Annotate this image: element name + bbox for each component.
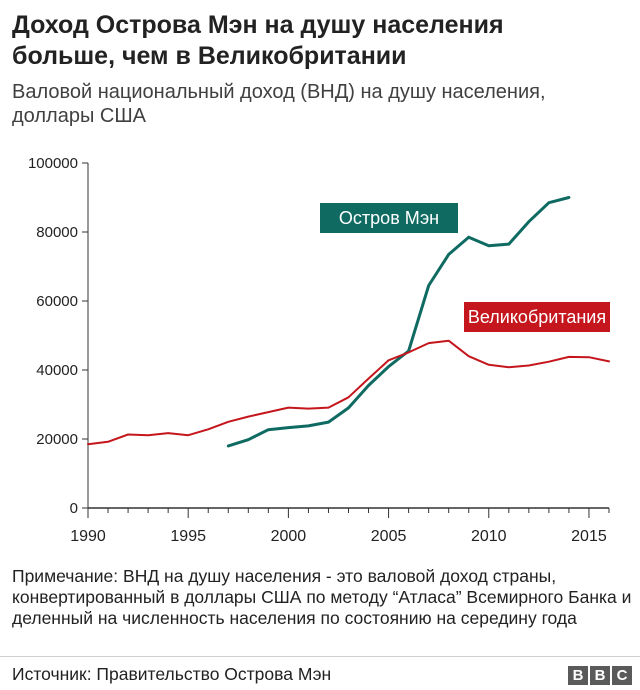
x-tick-label: 1990 [70, 528, 106, 545]
bbc-logo-letter: C [612, 666, 632, 685]
y-tick-label: 20000 [36, 431, 78, 448]
bbc-logo: B B C [568, 666, 632, 685]
chart-note: Примечание: ВНД на душу населения - это … [12, 566, 632, 628]
line-chart: 0 20000 40000 60000 80000 100000 1990 1995 2000 2… [28, 155, 610, 545]
chart-title: Доход Острова Мэн на душу населения боль… [12, 11, 504, 70]
y-tick-label: 80000 [36, 224, 78, 241]
y-tick-label: 40000 [36, 362, 78, 379]
x-tick-label: 2010 [471, 528, 507, 545]
series-line [87, 339, 610, 446]
series-line [226, 196, 571, 448]
x-tick-label: 2015 [571, 528, 607, 545]
y-tick-label: 0 [70, 500, 78, 517]
chart-subtitle: Валовой национальный доход (ВНД) на душу… [12, 81, 546, 127]
y-tick-label: 60000 [36, 293, 78, 310]
series-label-box [320, 203, 458, 233]
series-label: Остров Мэн [339, 208, 439, 228]
y-tick-label: 100000 [28, 155, 78, 172]
source-text: Источник: Правительство Острова Мэн [12, 664, 332, 684]
x-tick-label: 1995 [170, 528, 206, 545]
bbc-logo-letter: B [590, 666, 610, 685]
footer-divider [0, 656, 640, 657]
series-label-box [464, 302, 610, 332]
series-label: Великобритания [468, 307, 606, 327]
bbc-logo-letter: B [568, 666, 588, 685]
x-tick-label: 2005 [371, 528, 407, 545]
x-tick-label: 2000 [271, 528, 307, 545]
